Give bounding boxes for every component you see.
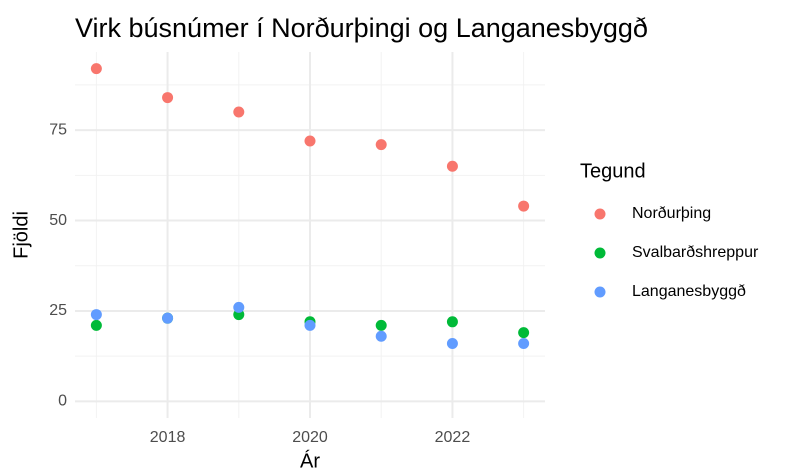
point [162, 312, 174, 324]
legend-title: Tegund [580, 160, 646, 182]
grid [75, 52, 545, 418]
legend-label: Langanesbyggð [632, 283, 746, 300]
point [90, 63, 102, 75]
point [304, 135, 316, 147]
point [518, 327, 530, 339]
y-tick-label: 25 [49, 302, 67, 319]
point [90, 309, 102, 321]
point [375, 319, 387, 331]
point [518, 337, 530, 349]
x-tick-label: 2022 [435, 429, 471, 446]
point [233, 301, 245, 313]
point [304, 319, 316, 331]
x-tick-label: 2018 [150, 429, 186, 446]
y-axis-label: Fjöldi [10, 211, 32, 259]
point [375, 139, 387, 151]
legend-label: Norðurþing [632, 205, 711, 222]
x-tick-label: 2020 [292, 429, 328, 446]
y-tick-label: 50 [49, 212, 67, 229]
point [518, 200, 530, 212]
point [446, 337, 458, 349]
point [375, 330, 387, 342]
legend-swatch [594, 247, 606, 259]
legend-swatch [594, 208, 606, 220]
point [90, 319, 102, 331]
point [446, 160, 458, 172]
x-axis-label: Ár [300, 449, 320, 472]
chart-title: Virk búsnúmer í Norðurþingi og Langanesb… [75, 13, 648, 43]
y-tick-label: 75 [49, 121, 67, 138]
y-tick-label: 0 [58, 393, 67, 410]
point [446, 316, 458, 328]
point [162, 92, 174, 104]
point [233, 106, 245, 118]
legend-label: Svalbarðshreppur [632, 244, 759, 261]
legend-swatch [594, 286, 606, 298]
